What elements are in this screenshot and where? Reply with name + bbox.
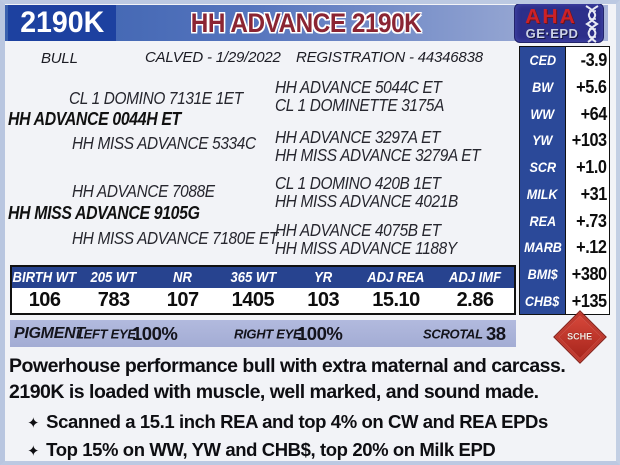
great-grandparent: HH MISS ADVANCE 1188Y: [275, 238, 457, 258]
dam-name: HH MISS ADVANCE 9105G: [8, 203, 200, 223]
perf-value: 15.10: [372, 289, 420, 311]
sire-grandsire: CL 1 DOMINO 7131E 1ET: [69, 88, 243, 108]
bullet-text: Scanned a 15.1 inch REA and top 4% on CW…: [46, 411, 548, 432]
star-bullet-icon: ✦: [27, 414, 40, 432]
performance-values-row: 106 783 107 1405 103 15.10 2.86: [12, 288, 514, 313]
great-grandparent: CL 1 DOMINETTE 3175A: [275, 95, 444, 115]
sire-name: HH ADVANCE 0044H ET: [8, 109, 181, 129]
great-grandparent: HH ADVANCE 5044C ET: [275, 77, 442, 97]
epd-row: WW +64: [520, 100, 609, 128]
perf-header: BIRTH WT: [12, 269, 77, 286]
calved-date: CALVED - 1/29/2022: [145, 49, 281, 66]
perf-header: NR: [173, 269, 193, 286]
sex-label: BULL: [41, 50, 78, 67]
epd-label: MARB: [523, 239, 562, 256]
description: Powerhouse performance bull with extra m…: [9, 354, 615, 462]
epd-label: CHB$: [525, 292, 560, 309]
epd-value: +103: [572, 129, 607, 151]
perf-header: ADJ REA: [367, 269, 425, 286]
epd-value: +64: [580, 102, 608, 124]
pigment-label: PIGMENT: [14, 324, 85, 342]
aha-logo-text: AHA: [525, 6, 577, 28]
scrotal-value: 38: [486, 322, 506, 344]
epd-value: +1.0: [576, 156, 608, 178]
epd-value: -3.9: [580, 49, 608, 71]
tag-number-box: 2190K: [8, 5, 116, 41]
dna-helix-icon: [585, 5, 599, 43]
epd-row: MARB +.12: [520, 233, 609, 261]
epd-label: BW: [531, 79, 553, 96]
left-eye-value: 100%: [132, 322, 178, 344]
perf-value: 106: [28, 289, 61, 311]
perf-value: 783: [97, 289, 130, 311]
epd-label: REA: [529, 212, 556, 229]
epd-label: BMI$: [527, 265, 558, 282]
scrotal-label: SCROTAL: [423, 326, 483, 341]
epd-value: +.12: [576, 236, 608, 258]
epd-value: +135: [572, 289, 607, 311]
ranch-brand-text: SCHE: [567, 331, 593, 342]
perf-value: 103: [307, 289, 340, 311]
great-grandparent: HH MISS ADVANCE 4021B: [275, 191, 458, 211]
star-bullet-icon: ✦: [27, 441, 40, 460]
perf-value: 107: [166, 289, 199, 311]
epd-table: CED -3.9 BW +5.6 WW +64 YW +103 SCR +1.0 MILK…: [519, 46, 610, 315]
description-paragraph: Powerhouse performance bull with extra m…: [9, 355, 576, 403]
great-grandparent: HH MISS ADVANCE 3279A ET: [275, 145, 481, 165]
ge-epd-logo-text: GE·EPD: [525, 26, 579, 41]
tag-number: 2190K: [20, 6, 104, 39]
header-bar: HH ADVANCE 2190K 2190K: [5, 5, 608, 41]
great-grandparent: HH ADVANCE 4075B ET: [275, 220, 441, 240]
registration-number: REGISTRATION - 44346838: [296, 49, 483, 66]
great-grandparent: CL 1 DOMINO 420B 1ET: [275, 173, 441, 193]
performance-header-row: BIRTH WT 205 WT NR 365 WT YR ADJ REA ADJ…: [12, 267, 514, 288]
perf-header: ADJ IMF: [448, 269, 502, 286]
epd-value: +.73: [576, 209, 608, 231]
performance-table: BIRTH WT 205 WT NR 365 WT YR ADJ REA ADJ…: [10, 265, 516, 315]
epd-label: MILK: [527, 185, 558, 202]
left-eye-label: LEFT EYE: [76, 326, 136, 341]
perf-header: 205 WT: [90, 269, 137, 286]
perf-header: YR: [314, 269, 333, 286]
great-grandparent: HH ADVANCE 3297A ET: [275, 127, 441, 147]
epd-row: REA +.73: [520, 207, 609, 234]
epd-label: WW: [530, 105, 555, 122]
perf-value: 2.86: [456, 289, 494, 311]
pigment-bar: PIGMENT LEFT EYE 100% RIGHT EYE 100% SCR…: [10, 320, 516, 347]
sire-granddam: HH MISS ADVANCE 5334C: [72, 133, 256, 153]
bullet-text: Top 15% on WW, YW and CHB$, top 20% on M…: [46, 438, 496, 460]
description-bullet: ✦ Top 15% on WW, YW and CHB$, top 20% on …: [27, 437, 615, 462]
epd-row: BMI$ +380: [520, 260, 609, 288]
epd-label: CED: [529, 52, 556, 69]
epd-value: +31: [580, 182, 608, 204]
aha-ge-epd-logo: AHA GE·EPD: [514, 4, 604, 43]
epd-row: SCR +1.0: [520, 153, 609, 181]
animal-title: HH ADVANCE 2190K: [115, 5, 498, 41]
dam-grandsire: HH ADVANCE 7088E: [72, 181, 215, 201]
epd-row: BW +5.6: [520, 73, 609, 101]
dam-granddam: HH MISS ADVANCE 7180E ET: [72, 228, 278, 248]
epd-label: SCR: [529, 159, 556, 176]
epd-row: CHB$ +135: [520, 287, 609, 315]
animal-title-text: HH ADVANCE 2190K: [191, 7, 422, 38]
epd-row: MILK +31: [520, 180, 609, 208]
right-eye-label: RIGHT EYE: [234, 326, 302, 341]
perf-header: 365 WT: [230, 269, 276, 286]
description-bullets: ✦ Scanned a 15.1 inch REA and top 4% on C…: [27, 409, 615, 462]
perf-value: 1405: [231, 289, 275, 311]
epd-value: +380: [572, 262, 607, 284]
right-eye-value: 100%: [297, 322, 343, 344]
description-bullet: ✦ Scanned a 15.1 inch REA and top 4% on C…: [27, 409, 615, 437]
epd-row: YW +103: [520, 127, 609, 154]
epd-label: YW: [532, 132, 553, 149]
epd-row: CED -3.9: [520, 47, 609, 74]
epd-value: +5.6: [576, 76, 608, 98]
